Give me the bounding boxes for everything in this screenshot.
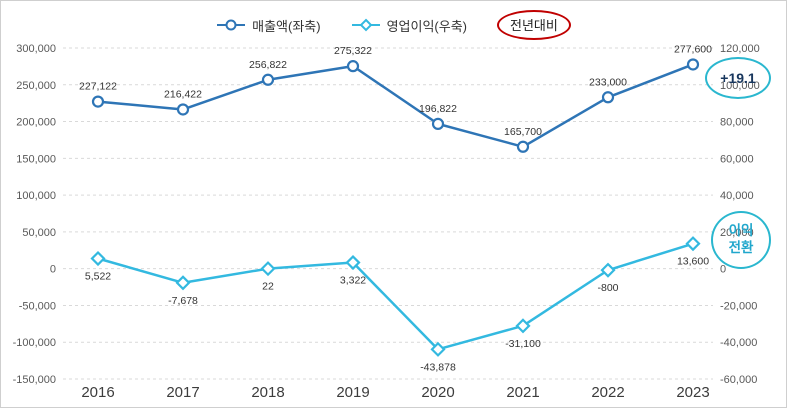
legend-item-operating-profit: 영업이익(우축)	[351, 16, 467, 35]
chart-legend: 매출액(좌축) 영업이익(우축) 전년대비	[1, 10, 786, 40]
left-axis-tick-label: -50,000	[19, 300, 56, 312]
left-axis-tick-label: 300,000	[16, 43, 56, 55]
data-label-revenue: 277,600	[674, 43, 712, 55]
data-point-revenue	[176, 103, 190, 116]
data-point-revenue	[686, 58, 700, 71]
x-axis-label: 2018	[251, 384, 284, 401]
yoy-red-circle-label: 전년대비	[497, 10, 571, 40]
left-axis-tick-label: 250,000	[16, 80, 56, 92]
data-point-operating-profit	[260, 261, 276, 277]
data-point-revenue	[261, 73, 275, 86]
left-axis-tick-label: 100,000	[16, 190, 56, 202]
data-label-revenue: 233,000	[589, 76, 627, 88]
legend-item-yoy: 전년대비	[497, 10, 571, 40]
left-axis-tick-label: -150,000	[13, 374, 56, 386]
right-axis-tick-label: -40,000	[720, 337, 757, 349]
data-point-operating-profit	[685, 236, 701, 252]
data-label-revenue: 256,822	[249, 59, 287, 71]
left-axis-tick-label: 200,000	[16, 117, 56, 129]
left-axis-tick-label: 50,000	[22, 227, 56, 239]
left-axis-tick-label: -100,000	[13, 337, 56, 349]
data-point-revenue	[91, 95, 105, 108]
data-label-operating-profit: -31,100	[505, 338, 541, 350]
left-axis-tick-label: 150,000	[16, 153, 56, 165]
annotation-yoy-text: +19.1	[720, 70, 756, 86]
data-label-operating-profit: 13,600	[677, 256, 709, 268]
x-axis-label: 2022	[591, 384, 624, 401]
x-axis-label: 2023	[676, 384, 709, 401]
data-point-operating-profit	[345, 255, 361, 271]
x-axis-label: 2021	[506, 384, 539, 401]
annotation-profit-turnaround: 이익 전환	[711, 211, 771, 269]
series-line-operating-profit	[97, 242, 694, 351]
series-line-revenue	[97, 63, 694, 149]
data-point-operating-profit	[175, 275, 191, 291]
data-label-operating-profit: 5,522	[85, 271, 111, 283]
data-label-operating-profit: 22	[262, 281, 274, 293]
data-label-revenue: 216,422	[164, 88, 202, 100]
data-label-operating-profit: -800	[597, 282, 618, 294]
right-axis-tick-label: 0	[720, 264, 726, 276]
data-point-revenue	[431, 117, 445, 130]
data-label-revenue: 275,322	[334, 45, 372, 57]
x-axis-label: 2016	[81, 384, 114, 401]
data-point-operating-profit	[600, 262, 616, 278]
right-axis-tick-label: 120,000	[720, 43, 760, 55]
legend-label-revenue: 매출액(좌축)	[252, 18, 321, 34]
data-label-revenue: 227,122	[79, 81, 117, 93]
right-axis-tick-label: 40,000	[720, 190, 754, 202]
data-point-revenue	[601, 91, 615, 104]
legend-item-revenue: 매출액(좌축)	[216, 16, 321, 35]
left-axis-tick-label: 0	[50, 264, 56, 276]
data-label-revenue: 165,700	[504, 126, 542, 138]
annotation-turnaround-text: 이익 전환	[728, 223, 754, 255]
x-axis-label: 2020	[421, 384, 454, 401]
data-point-operating-profit	[515, 318, 531, 334]
data-label-revenue: 196,822	[419, 103, 457, 115]
right-axis-tick-label: -60,000	[720, 374, 757, 386]
data-point-revenue	[346, 60, 360, 73]
data-label-operating-profit: -7,678	[168, 295, 198, 307]
annotation-yoy-change: +19.1	[705, 57, 771, 99]
right-axis-tick-label: 80,000	[720, 117, 754, 129]
data-point-operating-profit	[90, 250, 106, 267]
revenue-line-marker-icon	[217, 19, 246, 31]
data-label-operating-profit: -43,878	[420, 361, 456, 373]
operating-profit-line-marker-icon	[351, 18, 380, 32]
right-axis-tick-label: 60,000	[720, 153, 754, 165]
data-point-operating-profit	[430, 341, 446, 357]
right-axis-tick-label: -20,000	[720, 300, 757, 312]
x-axis-label: 2017	[166, 384, 199, 401]
legend-label-operating-profit: 영업이익(우축)	[386, 18, 468, 34]
x-axis-label: 2019	[336, 384, 369, 401]
data-label-operating-profit: 3,322	[340, 275, 366, 287]
data-point-revenue	[516, 140, 530, 153]
